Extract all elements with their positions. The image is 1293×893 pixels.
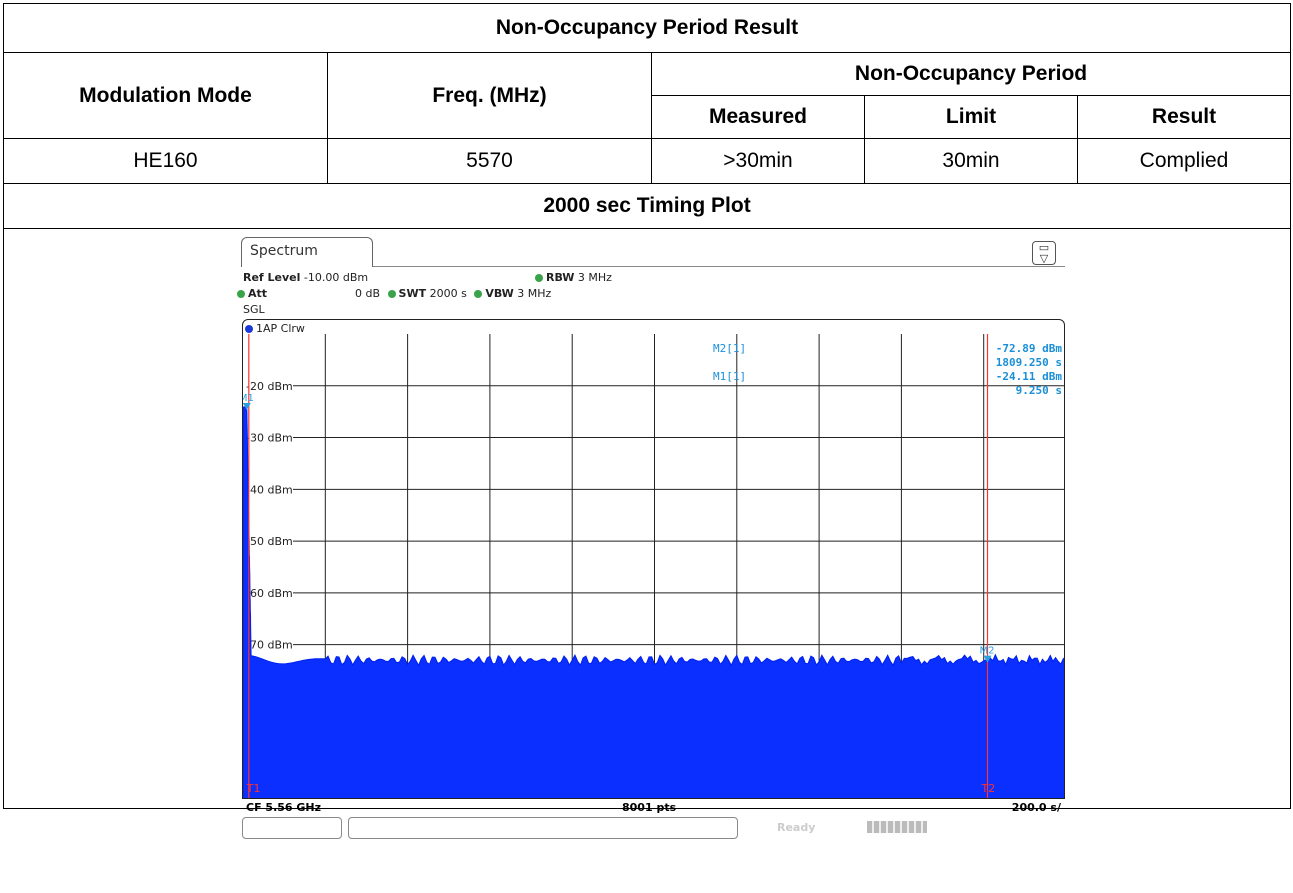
rbw-value: 3 MHz [577, 271, 612, 284]
m1-time: 9.250 s [1016, 384, 1062, 397]
spectrum-plot: -20 dBm -30 dBm -40 dBm -50 dBm -60 dBm -70 d… [243, 334, 1064, 798]
plot-cell: Spectrum ▭ ▽ Ref Level -10.00 dBm RBW 3 M… [2, 228, 1292, 839]
trace-fill [243, 406, 1064, 798]
cell-result: Complied [1076, 138, 1292, 184]
swt-label: SWT [398, 287, 427, 300]
status-dot-icon [474, 290, 483, 298]
col-header-modulation: Modulation Mode [3, 52, 328, 139]
results-table: Non-Occupancy Period Result Modulation M… [2, 3, 1292, 839]
plot-area: 1AP Clrw -20 dBm -30 dBm -40 dBm -50 dBm -60… [242, 319, 1065, 799]
y-tick-label: -50 dBm [246, 535, 293, 548]
status-ready: Ready [777, 821, 816, 834]
swt-value: 2000 s [429, 287, 467, 300]
trace-label-text: 1AP Clrw [256, 322, 305, 335]
m2-readout-label: M2[1] [713, 342, 746, 355]
spectrum-analyzer-screenshot: Spectrum ▭ ▽ Ref Level -10.00 dBm RBW 3 M… [237, 237, 1069, 839]
col-header-freq: Freq. (MHz) [327, 52, 652, 139]
time-per-div: 200.0 s/ [1011, 801, 1061, 814]
status-box-left [242, 817, 342, 839]
bottom-bar: CF 5.56 GHz 8001 pts 200.0 s/ [242, 801, 1065, 819]
vbw-label: VBW [485, 287, 514, 300]
m1-readout-label: M1[1] [713, 370, 746, 383]
sgl-label: SGL [243, 303, 265, 316]
status-bar: Ready [242, 815, 1065, 839]
col-header-limit: Limit [864, 95, 1078, 139]
cell-modulation: HE160 [3, 138, 328, 184]
status-dot-icon [237, 290, 245, 298]
status-dot-icon [387, 290, 396, 298]
trace-dot-icon [245, 325, 253, 333]
trace-label: 1AP Clrw [245, 322, 305, 335]
center-frequency: CF 5.56 GHz [246, 801, 322, 814]
points-count: 8001 pts [622, 801, 677, 814]
cell-measured: >30min [651, 138, 865, 184]
tab-spectrum[interactable]: Spectrum [241, 237, 373, 267]
col-header-group: Non-Occupancy Period [650, 52, 1292, 96]
y-tick-label: -30 dBm [246, 432, 293, 445]
time-line-label: T2 [981, 782, 996, 795]
col-header-result: Result [1076, 95, 1292, 139]
y-tick-label: -60 dBm [246, 587, 293, 600]
tab-divider [373, 266, 1065, 267]
status-dot-icon [535, 274, 543, 282]
ref-level-value: -10.00 dBm [303, 271, 369, 284]
plot-title: 2000 sec Timing Plot [2, 183, 1292, 229]
col-header-measured: Measured [651, 95, 865, 139]
status-box-message [348, 817, 738, 839]
menu-icon[interactable]: ▭ ▽ [1032, 241, 1056, 265]
status-meter [867, 821, 927, 833]
m1-level: -24.11 dBm [996, 370, 1063, 383]
att-value: 0 dB [355, 287, 381, 300]
ref-level-label: Ref Level [243, 271, 301, 284]
att-swt-row: 0 dB SWT 2000 s VBW 3 MHz [355, 287, 551, 300]
m2-time: 1809.250 s [996, 356, 1062, 369]
vbw-value: 3 MHz [517, 287, 552, 300]
ref-level-row: Ref Level -10.00 dBm [243, 271, 368, 284]
marker-triangle-icon [983, 655, 992, 663]
cell-freq: 5570 [327, 138, 652, 184]
marker-label: M1 [243, 393, 254, 404]
cell-limit: 30min [864, 138, 1078, 184]
rbw-label: RBW [546, 271, 575, 284]
y-tick-label: -40 dBm [246, 483, 293, 496]
y-tick-label: -20 dBm [246, 380, 293, 393]
m2-level: -72.89 dBm [996, 342, 1063, 355]
time-line-label: T1 [246, 782, 261, 795]
rbw-row: RBW 3 MHz [535, 271, 612, 284]
marker-triangle-icon [243, 403, 251, 411]
att-row: Att [237, 287, 267, 300]
y-tick-label: -70 dBm [246, 639, 293, 652]
table-title: Non-Occupancy Period Result [2, 3, 1292, 53]
marker-label: M2 [980, 646, 995, 657]
att-label: Att [248, 287, 268, 300]
